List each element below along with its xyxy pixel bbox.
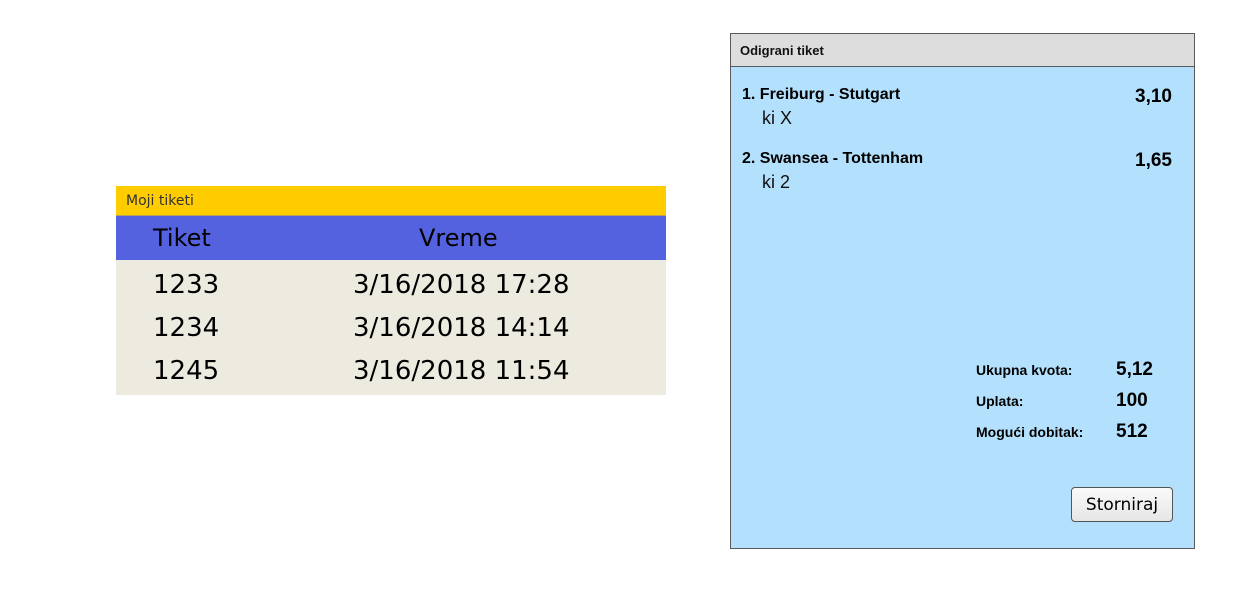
possible-win-label: Mogući dobitak:: [976, 423, 1084, 440]
played-ticket-title: Odigrani tiket: [731, 34, 1194, 67]
possible-win-value: 512: [1116, 420, 1148, 442]
my-tickets-panel: Moji tiketi Tiket Vreme 1233 3/16/2018 1…: [116, 186, 666, 395]
tickets-table-header: Tiket Vreme: [116, 216, 666, 260]
table-row[interactable]: 1234 3/16/2018 14:14: [116, 306, 666, 349]
stake-value: 100: [1116, 389, 1148, 411]
ticket-id: 1233: [153, 269, 220, 300]
ticket-time: 3/16/2018 14:14: [353, 312, 570, 343]
match-pick: ki 2: [762, 172, 791, 192]
total-odds-label: Ukupna kvota:: [976, 361, 1073, 378]
ticket-id: 1245: [153, 355, 220, 386]
ticket-summary: Ukupna kvota: 5,12 Uplata: 100 Mogući do…: [976, 354, 1153, 447]
cancel-ticket-button[interactable]: Storniraj: [1071, 487, 1173, 522]
column-header-time: Vreme: [419, 224, 498, 252]
total-odds-value: 5,12: [1116, 358, 1153, 380]
stake-label: Uplata:: [976, 392, 1024, 409]
match-pick: ki X: [762, 108, 793, 128]
ticket-id: 1234: [153, 312, 220, 343]
summary-row-possible-win: Mogući dobitak: 512: [976, 416, 1153, 447]
match-name: 2. Swansea - Tottenham: [742, 150, 924, 167]
column-header-ticket: Tiket: [153, 224, 211, 252]
match-item: 1. Freiburg - Stutgart ki X 3,10: [742, 86, 1172, 129]
summary-row-total-odds: Ukupna kvota: 5,12: [976, 354, 1153, 385]
ticket-time: 3/16/2018 11:54: [353, 355, 570, 386]
match-name: 1. Freiburg - Stutgart: [742, 86, 901, 103]
match-odds: 3,10: [1135, 86, 1172, 107]
played-ticket-panel: Odigrani tiket 1. Freiburg - Stutgart ki…: [730, 33, 1195, 549]
ticket-time: 3/16/2018 17:28: [353, 269, 570, 300]
table-row[interactable]: 1233 3/16/2018 17:28: [116, 263, 666, 306]
tickets-table-body: 1233 3/16/2018 17:28 1234 3/16/2018 14:1…: [116, 260, 666, 395]
my-tickets-title: Moji tiketi: [116, 186, 666, 216]
match-item: 2. Swansea - Tottenham ki 2 1,65: [742, 150, 1172, 193]
table-row[interactable]: 1245 3/16/2018 11:54: [116, 349, 666, 392]
match-odds: 1,65: [1135, 150, 1172, 171]
summary-row-stake: Uplata: 100: [976, 385, 1153, 416]
